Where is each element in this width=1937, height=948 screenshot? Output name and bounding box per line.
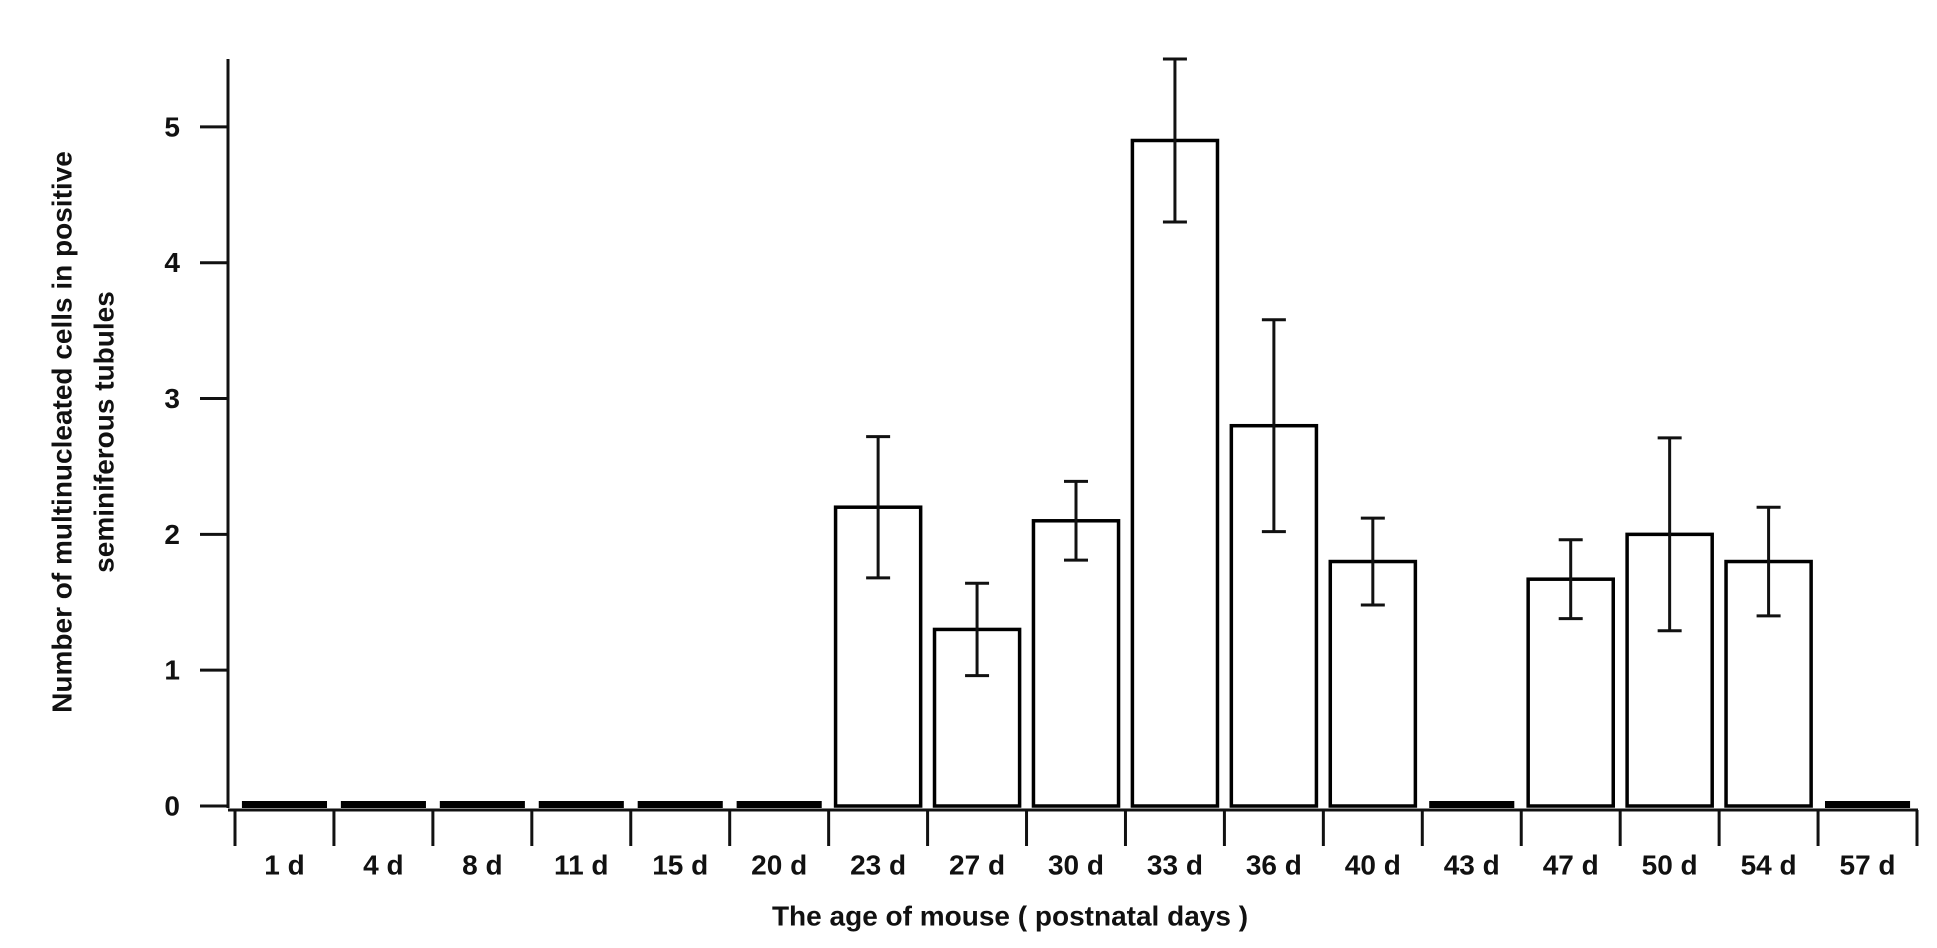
error-bar (1360, 516, 1385, 607)
y-tick-label: 4 (164, 247, 180, 278)
x-tick-label: 50 d (1642, 849, 1698, 880)
error-bar (1558, 538, 1583, 621)
error-bar (965, 581, 990, 678)
bar (1429, 801, 1515, 808)
bar (1130, 138, 1220, 808)
bar (340, 801, 426, 808)
bar (736, 801, 822, 808)
bar (439, 801, 525, 808)
bar (1031, 519, 1121, 808)
x-tick-label: 47 d (1543, 849, 1599, 880)
bar (1824, 801, 1911, 808)
x-tick-label: 23 d (850, 849, 906, 880)
error-bar (1064, 479, 1088, 562)
x-tick-label: 20 d (751, 849, 807, 880)
x-tick-label: 15 d (652, 849, 708, 880)
error-bar (866, 435, 891, 580)
y-tick-label: 5 (164, 111, 180, 142)
x-tick-label: 36 d (1246, 849, 1302, 880)
y-axis-label: Number of multinucleated cells in positi… (46, 151, 77, 713)
x-tick-label: 40 d (1345, 849, 1401, 880)
error-bar (1756, 505, 1781, 618)
error-bar (1657, 436, 1682, 633)
x-tick-label: 33 d (1147, 849, 1203, 880)
x-tick-label: 11 d (554, 849, 608, 880)
y-tick-label: 2 (164, 519, 180, 550)
x-tick-label: 4 d (363, 849, 403, 880)
error-bar (1261, 318, 1286, 534)
x-tick-label: 57 d (1840, 849, 1896, 880)
bar (538, 801, 624, 808)
error-bar (1162, 57, 1187, 224)
x-tick-label: 8 d (462, 849, 502, 880)
x-tick-label: 54 d (1741, 849, 1797, 880)
y-tick-label: 3 (164, 383, 180, 414)
bar (241, 801, 328, 808)
bar (1328, 559, 1418, 808)
x-tick-label: 1 d (264, 849, 304, 880)
bar (637, 801, 723, 808)
x-tick-label: 43 d (1444, 849, 1500, 880)
x-axis-label: The age of mouse ( postnatal days ) (772, 900, 1248, 931)
y-axis-label: seminiferous tubules (88, 291, 119, 573)
y-tick-label: 0 (164, 790, 180, 821)
x-tick-label: 27 d (949, 849, 1005, 880)
y-tick-label: 1 (164, 655, 180, 686)
x-tick-label: 30 d (1048, 849, 1104, 880)
